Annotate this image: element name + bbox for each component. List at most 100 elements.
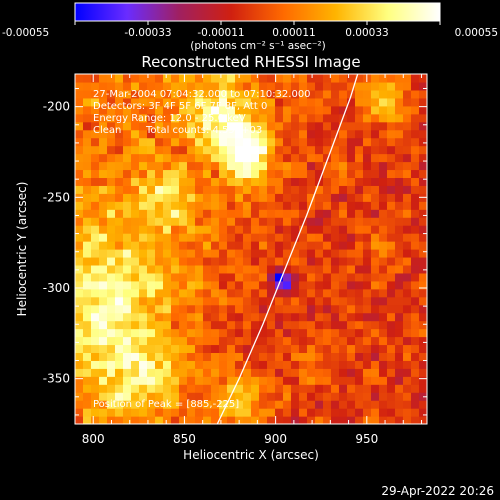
heatmap-cell bbox=[203, 280, 212, 290]
heatmap-cell bbox=[203, 201, 212, 210]
heatmap-cell bbox=[179, 185, 188, 194]
heatmap-cell bbox=[187, 249, 196, 258]
heatmap-cell bbox=[139, 225, 148, 234]
heatmap-cell bbox=[371, 280, 380, 290]
heatmap-cell bbox=[411, 169, 420, 178]
heatmap-cell bbox=[123, 360, 132, 369]
heatmap-cell bbox=[99, 217, 108, 226]
heatmap-cell bbox=[83, 121, 92, 131]
heatmap-cell bbox=[323, 296, 332, 306]
heatmap-cell bbox=[379, 392, 388, 401]
heatmap-cell bbox=[243, 113, 252, 123]
heatmap-cell bbox=[331, 241, 340, 250]
heatmap-cell bbox=[259, 296, 268, 306]
heatmap-cell bbox=[227, 344, 236, 353]
heatmap-cell bbox=[259, 97, 268, 107]
heatmap-cell bbox=[275, 74, 284, 83]
heatmap-cell bbox=[123, 296, 132, 306]
heatmap-cell bbox=[243, 320, 252, 330]
heatmap-cell bbox=[115, 177, 124, 186]
heatmap-cell bbox=[179, 209, 188, 218]
heatmap-cell bbox=[227, 121, 236, 131]
heatmap-cell bbox=[83, 193, 92, 202]
heatmap-cell bbox=[163, 360, 172, 369]
heatmap-cell bbox=[291, 376, 300, 385]
heatmap-cell bbox=[291, 193, 300, 202]
heatmap-cell bbox=[267, 105, 276, 115]
heatmap-cell bbox=[163, 233, 172, 242]
heatmap-cell bbox=[411, 177, 420, 186]
heatmap-cell bbox=[315, 89, 324, 99]
heatmap-cell bbox=[291, 328, 300, 338]
heatmap-cell bbox=[115, 225, 124, 234]
heatmap-cell bbox=[219, 233, 228, 242]
heatmap-cell bbox=[219, 400, 228, 409]
heatmap-cell bbox=[275, 384, 284, 393]
heatmap-cell bbox=[83, 113, 92, 123]
heatmap-cell bbox=[131, 145, 140, 155]
heatmap-cell bbox=[171, 185, 180, 194]
heatmap-cell bbox=[259, 105, 268, 115]
heatmap-cell bbox=[243, 376, 252, 385]
heatmap-cell bbox=[379, 81, 388, 91]
heatmap-cell bbox=[227, 280, 236, 290]
heatmap-cell bbox=[123, 74, 132, 83]
heatmap-cell bbox=[179, 408, 188, 417]
heatmap-cell bbox=[131, 416, 140, 424]
heatmap-cell bbox=[347, 129, 356, 139]
heatmap-cell bbox=[75, 137, 84, 147]
heatmap-cell bbox=[323, 89, 332, 99]
heatmap-cell bbox=[171, 169, 180, 178]
heatmap-cell bbox=[403, 185, 412, 194]
heatmap-cell bbox=[355, 217, 364, 226]
heatmap-cell bbox=[235, 129, 244, 139]
colorbar-tick-label: 0.00055 bbox=[455, 27, 498, 39]
heatmap-cell bbox=[291, 400, 300, 409]
heatmap-cell bbox=[315, 288, 324, 298]
heatmap-cell bbox=[187, 217, 196, 226]
heatmap-cell bbox=[107, 233, 116, 242]
heatmap-cell bbox=[243, 193, 252, 202]
heatmap-cell bbox=[307, 193, 316, 202]
heatmap-cell bbox=[283, 225, 292, 234]
heatmap-cell bbox=[339, 209, 348, 218]
heatmap-cell bbox=[131, 241, 140, 250]
heatmap-cell bbox=[195, 225, 204, 234]
heatmap-cell bbox=[99, 233, 108, 242]
heatmap-cell bbox=[195, 241, 204, 250]
heatmap-cell bbox=[219, 328, 228, 338]
heatmap-cell bbox=[259, 328, 268, 338]
colorbar-tick-label: 0.00011 bbox=[272, 27, 315, 39]
heatmap-cell bbox=[347, 400, 356, 409]
heatmap-cell bbox=[131, 336, 140, 346]
heatmap-cell bbox=[347, 233, 356, 242]
heatmap-cell bbox=[131, 137, 140, 147]
heatmap-cell bbox=[331, 344, 340, 353]
heatmap-cell bbox=[283, 312, 292, 322]
heatmap-cell bbox=[219, 272, 228, 282]
heatmap-cell bbox=[363, 121, 372, 131]
heatmap-cell bbox=[387, 161, 396, 171]
heatmap-cell bbox=[291, 344, 300, 353]
heatmap-cell bbox=[243, 209, 252, 218]
heatmap-cell bbox=[91, 113, 100, 123]
heatmap-cell bbox=[267, 336, 276, 346]
heatmap-cell bbox=[179, 352, 188, 361]
heatmap-cell bbox=[283, 368, 292, 377]
heatmap-cell bbox=[387, 249, 396, 258]
heatmap-cell bbox=[307, 416, 316, 424]
heatmap-cell bbox=[331, 89, 340, 99]
heatmap-image bbox=[75, 74, 427, 424]
heatmap-cell bbox=[299, 376, 308, 385]
heatmap-cell bbox=[379, 129, 388, 139]
heatmap-cell bbox=[147, 280, 156, 290]
heatmap-cell bbox=[323, 376, 332, 385]
heatmap-cell bbox=[163, 193, 172, 202]
heatmap-cell bbox=[107, 328, 116, 338]
heatmap-cell bbox=[299, 145, 308, 155]
heatmap-cell bbox=[379, 225, 388, 234]
heatmap-cell bbox=[331, 105, 340, 115]
heatmap-cell bbox=[379, 256, 388, 266]
heatmap-cell bbox=[187, 368, 196, 377]
heatmap-cell bbox=[211, 336, 220, 346]
